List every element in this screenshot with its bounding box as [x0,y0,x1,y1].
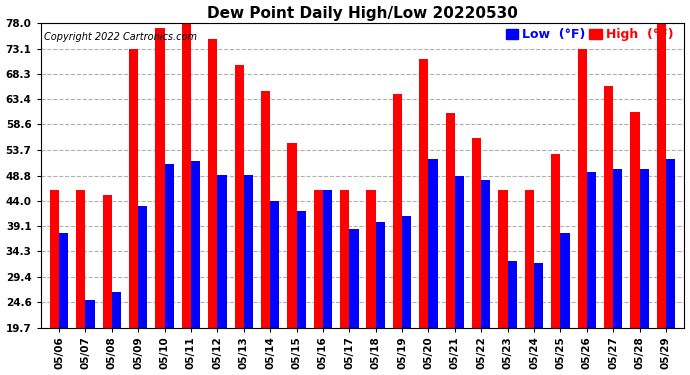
Bar [129,49,138,375]
Bar [393,94,402,375]
Bar [59,232,68,375]
Bar [631,112,640,375]
Bar [640,170,649,375]
Bar [481,180,491,375]
Bar [261,91,270,375]
Bar [314,190,323,375]
Bar [86,300,95,375]
Bar [604,86,613,375]
Bar [472,138,481,375]
Bar [340,190,349,375]
Bar [525,190,534,375]
Bar [349,230,359,375]
Bar [181,23,191,375]
Bar [235,65,244,375]
Bar [270,201,279,375]
Bar [50,190,59,375]
Bar [244,174,253,375]
Bar [534,263,543,375]
Bar [76,190,86,375]
Bar [112,292,121,375]
Bar [666,159,676,375]
Bar [551,154,560,375]
Bar [508,261,517,375]
Bar [586,172,596,375]
Bar [366,190,376,375]
Bar [138,206,148,375]
Bar [613,170,622,375]
Bar [323,190,332,375]
Text: Copyright 2022 Cartronics.com: Copyright 2022 Cartronics.com [43,32,197,42]
Bar [578,49,586,375]
Bar [498,190,508,375]
Bar [420,59,428,375]
Bar [446,113,455,375]
Legend: Low  (°F), High  (°F): Low (°F), High (°F) [501,23,678,46]
Bar [428,159,437,375]
Bar [155,28,165,375]
Bar [165,164,174,375]
Title: Dew Point Daily High/Low 20220530: Dew Point Daily High/Low 20220530 [207,6,518,21]
Bar [208,39,217,375]
Bar [376,222,385,375]
Bar [103,195,112,375]
Bar [191,162,200,375]
Bar [657,23,666,375]
Bar [402,216,411,375]
Bar [560,232,570,375]
Bar [455,176,464,375]
Bar [297,211,306,375]
Bar [217,174,226,375]
Bar [287,143,297,375]
